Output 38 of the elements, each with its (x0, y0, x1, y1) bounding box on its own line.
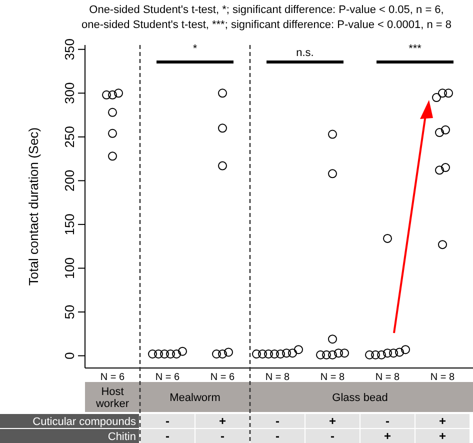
chart-subtitle: one-sided Student's t-test, ***; significant difference: P-value < 0.0001, n = 8 (81, 19, 452, 31)
annotation: n.s. (296, 47, 314, 59)
x-tick-label: N = 6 (155, 372, 180, 383)
text: + (218, 414, 226, 428)
text: Mealworm (170, 392, 220, 404)
text: - (276, 429, 280, 443)
text: - (220, 429, 224, 443)
y-tick-label: 100 (62, 257, 77, 280)
chart-title: One-sided Student's t-test, *; significant difference: P-value < 0.05, n = 6, (89, 4, 444, 16)
y-tick-label: 50 (62, 304, 77, 320)
text: - (166, 429, 170, 443)
x-tick-label: N = 8 (265, 372, 290, 383)
y-tick-label: 0 (62, 352, 77, 360)
text: - (330, 429, 334, 443)
x-tick-label: N = 6 (100, 372, 126, 383)
text: + (328, 414, 336, 428)
text: Glass bead (332, 392, 388, 404)
x-tick-label: N = 8 (430, 372, 456, 383)
text: Host worker (94, 386, 130, 410)
annotation: *** (408, 43, 422, 55)
text: + (438, 429, 446, 443)
x-tick-label: N = 8 (320, 372, 346, 383)
text: - (166, 414, 170, 428)
text: - (276, 414, 280, 428)
y-axis-title: Total contact duration (Sec) (26, 127, 41, 286)
y-tick-label: 350 (62, 38, 77, 60)
x-tick-label: N = 8 (375, 372, 400, 383)
text: - (386, 414, 390, 428)
text: Cuticular compounds (32, 416, 136, 428)
y-tick-label: 150 (62, 214, 77, 236)
y-tick-label: 200 (62, 170, 77, 192)
text: + (438, 414, 446, 428)
text: + (384, 429, 392, 443)
x-tick-label: N = 6 (210, 372, 236, 383)
text: Chitin (108, 431, 136, 443)
y-tick-label: 300 (62, 82, 77, 104)
annotation: * (192, 43, 198, 55)
y-tick-label: 250 (62, 126, 77, 148)
